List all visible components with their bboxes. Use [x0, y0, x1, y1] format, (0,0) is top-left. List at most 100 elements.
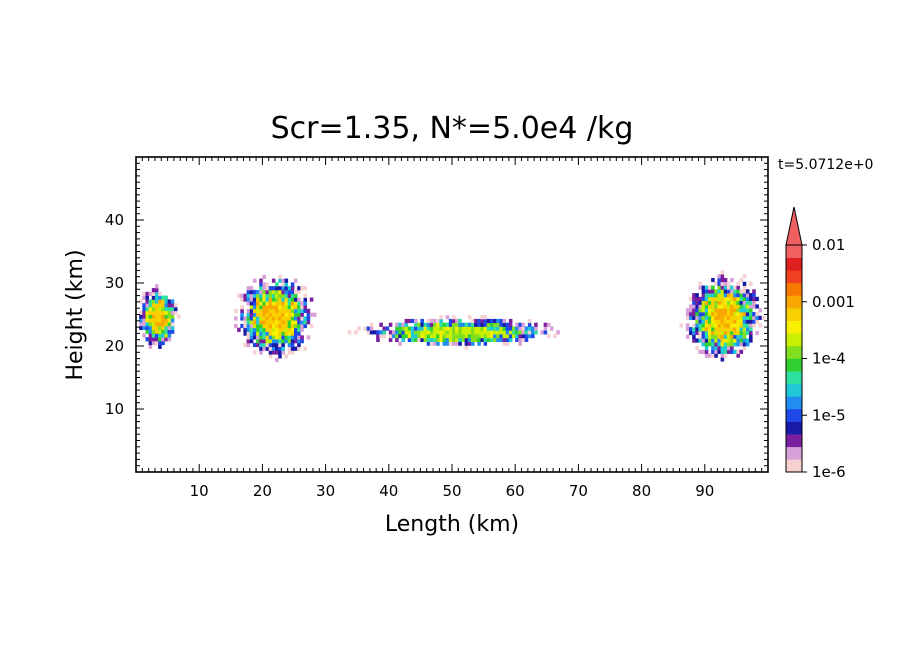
field-cell	[309, 323, 314, 329]
field-cell	[259, 335, 263, 340]
field-cell	[726, 330, 731, 336]
field-cell	[306, 308, 311, 314]
field-cell	[300, 308, 304, 314]
field-cell	[271, 286, 276, 291]
field-cell	[707, 293, 712, 298]
field-cell	[161, 299, 165, 304]
field-cell	[429, 326, 434, 331]
field-cell	[698, 300, 703, 305]
field-cell	[287, 327, 292, 332]
field-cell	[265, 335, 270, 340]
field-cell	[420, 326, 424, 331]
field-cell	[259, 327, 263, 332]
field-cell	[401, 322, 405, 327]
field-cell	[256, 301, 260, 306]
field-cell	[300, 301, 304, 306]
field-cell	[502, 341, 507, 346]
field-cell	[290, 312, 295, 317]
field-cell	[496, 326, 500, 331]
field-cell	[164, 303, 168, 308]
field-cell	[369, 326, 374, 331]
field-cell	[145, 291, 150, 296]
field-cell	[467, 330, 472, 335]
field-cell	[142, 322, 146, 327]
field-cell	[698, 308, 703, 313]
field-cell	[707, 285, 712, 290]
field-cell	[704, 338, 709, 343]
field-cell	[711, 349, 715, 354]
field-cell	[414, 334, 418, 339]
field-cell	[294, 323, 298, 329]
field-cell	[278, 278, 282, 283]
field-cell	[515, 337, 519, 342]
field-cell	[404, 330, 409, 335]
field-cell	[300, 316, 304, 321]
field-cell	[439, 315, 443, 320]
field-cell	[294, 331, 298, 336]
field-cell	[151, 295, 156, 300]
field-cell	[745, 315, 750, 320]
field-cell	[755, 311, 759, 317]
field-cell	[151, 337, 156, 342]
field-cell	[745, 289, 750, 294]
field-cell	[420, 322, 424, 327]
field-cell	[458, 341, 462, 346]
field-cell	[281, 339, 285, 344]
field-cell	[290, 327, 295, 332]
field-cell	[426, 334, 431, 339]
field-cell	[262, 342, 266, 348]
field-cell	[749, 296, 753, 302]
field-cell	[733, 327, 737, 332]
cloud-right-cloud	[679, 270, 766, 362]
field-cell	[442, 334, 447, 339]
field-cell	[142, 314, 146, 319]
field-cell	[524, 337, 529, 342]
field-cell	[290, 346, 295, 351]
field-cell	[698, 311, 703, 317]
field-cell	[733, 338, 737, 343]
field-cell	[287, 346, 292, 351]
field-cell	[259, 305, 263, 310]
field-cell	[733, 330, 737, 336]
field-cell	[278, 327, 282, 332]
field-cell	[256, 331, 260, 336]
field-cell	[300, 286, 304, 291]
field-cell	[287, 297, 292, 302]
field-cell	[373, 330, 377, 335]
field-cell	[711, 334, 715, 339]
field-cell	[297, 316, 301, 321]
field-cell	[265, 312, 270, 317]
field-cell	[717, 281, 721, 286]
field-cell	[243, 316, 247, 321]
field-cell	[749, 315, 753, 320]
field-cell	[164, 322, 168, 327]
field-cell	[164, 314, 168, 319]
field-cell	[493, 326, 497, 331]
field-cell	[739, 342, 744, 347]
field-cell	[275, 316, 279, 321]
field-cell	[284, 320, 289, 325]
field-cell	[161, 333, 165, 338]
field-cell	[452, 326, 456, 331]
field-cell	[167, 318, 172, 323]
field-cell	[243, 323, 247, 329]
field-cell	[483, 326, 488, 331]
field-cell	[720, 334, 725, 339]
x-tick-label: 90	[695, 482, 714, 500]
field-cell	[689, 296, 693, 302]
field-cell	[404, 334, 409, 339]
field-cell	[306, 335, 311, 340]
field-cell	[518, 341, 522, 346]
field-cell	[739, 338, 744, 343]
field-cell	[398, 341, 402, 346]
field-cell	[145, 295, 150, 300]
field-cell	[464, 330, 469, 335]
field-cell	[496, 337, 500, 342]
field-cell	[711, 327, 715, 332]
field-cell	[252, 323, 257, 329]
field-cell	[240, 293, 244, 298]
field-cell	[755, 315, 759, 320]
field-cell	[707, 353, 712, 358]
field-cell	[433, 330, 437, 335]
